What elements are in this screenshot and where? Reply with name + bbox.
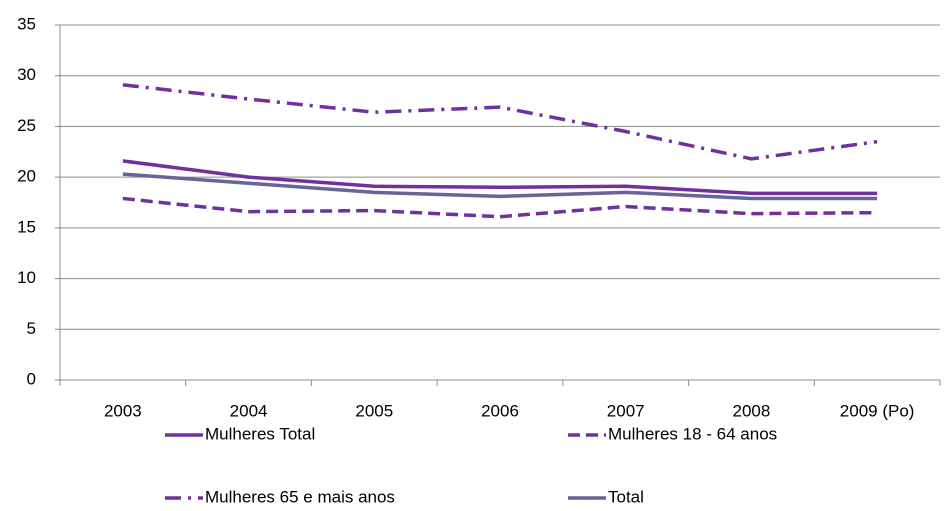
x-tick-label: 2009 (Po) <box>840 401 915 420</box>
x-tick-label: 2005 <box>355 401 393 420</box>
x-tick-label: 2007 <box>607 401 645 420</box>
y-tick-label: 35 <box>17 14 36 33</box>
x-tick-label: 2004 <box>230 401 268 420</box>
x-tick-label: 2008 <box>733 401 771 420</box>
series-line <box>122 172 878 201</box>
y-tick-label: 25 <box>17 116 36 135</box>
y-tick-label: 0 <box>27 369 36 388</box>
y-tick-label: 20 <box>17 167 36 186</box>
legend-label: Mulheres 18 - 64 anos <box>608 424 777 443</box>
legend-label: Mulheres Total <box>205 424 315 443</box>
legend-label: Mulheres 65 e mais anos <box>205 487 395 506</box>
series-line <box>122 196 878 219</box>
series-line <box>122 159 878 196</box>
x-tick-label: 2006 <box>481 401 519 420</box>
legend-label: Total <box>608 487 644 506</box>
series-line <box>122 83 878 161</box>
y-tick-label: 5 <box>27 319 36 338</box>
y-tick-label: 10 <box>17 268 36 287</box>
y-tick-label: 15 <box>17 217 36 236</box>
x-tick-label: 2003 <box>104 401 142 420</box>
y-tick-label: 30 <box>17 65 36 84</box>
